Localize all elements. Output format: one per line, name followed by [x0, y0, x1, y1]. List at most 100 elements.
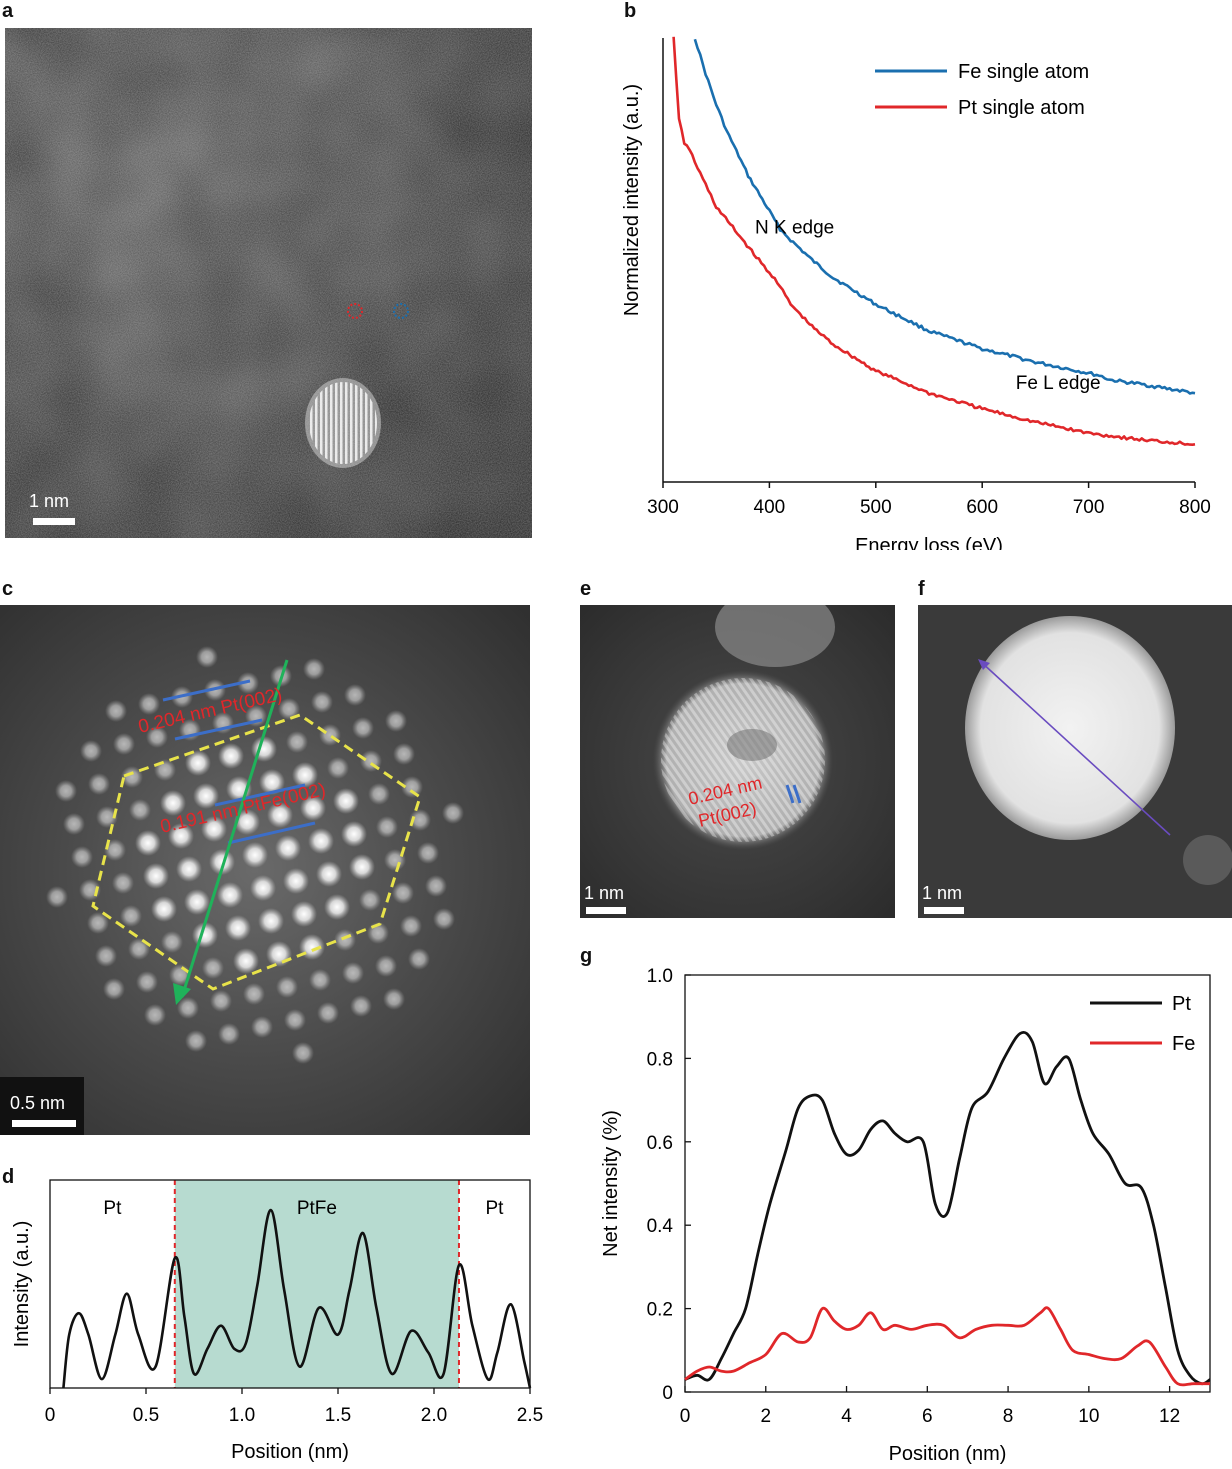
panel-label-d: d	[2, 1166, 15, 1188]
atom-column	[433, 908, 455, 930]
atom-column	[286, 731, 308, 753]
atom-column	[259, 769, 285, 795]
atom-column	[324, 894, 350, 920]
atom-column	[196, 646, 218, 668]
scalebar-a	[33, 518, 75, 525]
x-axis-label: Position (nm)	[889, 1443, 1007, 1465]
y-tick-label: 0.8	[647, 1049, 673, 1070]
atom-column	[95, 945, 117, 967]
atom-column	[350, 995, 372, 1017]
y-axis-label: Normalized intensity (a.u.)	[621, 84, 643, 316]
atom-column	[233, 948, 259, 974]
atom-column	[299, 934, 325, 960]
x-tick-label: 0	[680, 1406, 691, 1427]
atom-column	[409, 809, 431, 831]
nanoparticle-f	[965, 616, 1175, 840]
x-tick-label: 700	[1073, 497, 1105, 518]
atom-column	[55, 780, 77, 802]
atom-column	[185, 1030, 207, 1052]
atom-column	[104, 839, 126, 861]
neighbor-particle	[715, 605, 835, 667]
stem-image-e: 0.204 nm Pt(002) 1 nm	[580, 605, 895, 918]
atom-column	[218, 1023, 240, 1045]
atom-column	[46, 886, 68, 908]
atom-column	[87, 912, 109, 934]
atom-column	[177, 997, 199, 1019]
x-tick-label: 8	[1003, 1406, 1014, 1427]
x-tick-label: 6	[922, 1406, 933, 1427]
pt-atom-marker	[347, 303, 363, 319]
atom-column	[283, 868, 309, 894]
atom-column	[138, 693, 160, 715]
stem-image-a: 1 nm	[5, 28, 532, 538]
stem-image-c: 0.204 nm Pt(002) 0.191 nm PtFe(002) 0.5 …	[0, 605, 530, 1135]
atom-column	[250, 875, 276, 901]
atom-column	[383, 988, 405, 1010]
atom-column	[96, 806, 118, 828]
atom-column	[128, 938, 150, 960]
atom-column	[217, 882, 243, 908]
line-scan-arrow	[180, 659, 289, 998]
atom-column	[317, 1002, 339, 1024]
atom-column	[333, 788, 359, 814]
atom-column	[425, 875, 447, 897]
plot-frame	[49, 1179, 531, 1389]
atom-column	[243, 983, 265, 1005]
atom-column	[161, 931, 183, 953]
atom-column	[344, 684, 366, 706]
x-tick-label: 0.5	[133, 1405, 159, 1426]
x-tick-label: 4	[841, 1406, 852, 1427]
atom-column	[225, 915, 251, 941]
legend-label: Fe single atom	[958, 61, 1089, 83]
atom-column	[359, 889, 381, 911]
atom-column	[113, 733, 135, 755]
y-tick-label: 0	[662, 1383, 673, 1404]
atom-column	[193, 783, 219, 809]
atom-column	[154, 759, 176, 781]
atom-column	[341, 821, 367, 847]
scalebar-label-c: 0.5 nm	[10, 1093, 66, 1113]
atom-column	[120, 905, 142, 927]
x-tick-label: 2.5	[517, 1405, 543, 1426]
lattice-line	[227, 821, 316, 845]
atom-column	[88, 773, 110, 795]
atom-column	[146, 726, 168, 748]
y-tick-label: 1.0	[647, 966, 673, 987]
atom-column	[242, 842, 268, 868]
scalebar-label-a: 1 nm	[29, 491, 70, 511]
atom-column	[284, 1009, 306, 1031]
x-tick-label: 400	[754, 497, 786, 518]
x-axis-label: Position (nm)	[231, 1441, 349, 1463]
atom-column	[168, 823, 194, 849]
y-axis-label: Intensity (a.u.)	[11, 1221, 33, 1348]
chart-b: 300 400 500 600 700 800 Energy loss (eV) Normal…	[621, 36, 1211, 550]
atom-column	[417, 842, 439, 864]
panel-label-g: g	[580, 945, 593, 967]
legend-label: Pt single atom	[958, 97, 1085, 119]
panel-label-e: e	[580, 578, 592, 600]
atom-column	[143, 863, 169, 889]
atom-column	[311, 691, 333, 713]
chart-g: 0 2 4 6 8 10 12 0 0.2 0.4 0.6 0.8 1.0 Position (nm) Ne…	[600, 966, 1211, 1465]
fe-atom-marker	[393, 303, 409, 319]
eds-line-scan	[979, 660, 1171, 836]
plot-frame	[684, 974, 1211, 1393]
atom-column	[393, 743, 415, 765]
x-tick-label: 2	[760, 1406, 771, 1427]
atom-column	[400, 915, 422, 937]
atom-column	[375, 955, 397, 977]
stem-texture-f	[965, 616, 1232, 885]
series-line-fe	[684, 1306, 1210, 1387]
region-label: Pt	[486, 1198, 505, 1219]
x-tick-label: 800	[1179, 497, 1211, 518]
atom-column	[234, 809, 260, 835]
atom-column	[112, 872, 134, 894]
lattice-line	[214, 783, 306, 807]
x-tick-label: 10	[1078, 1406, 1099, 1427]
atom-column	[334, 929, 356, 951]
legend-label: Pt	[1172, 993, 1191, 1015]
y-tick-label: 0.4	[647, 1216, 674, 1237]
atom-column	[258, 908, 284, 934]
panel-label-b: b	[624, 0, 637, 22]
atom-column	[237, 672, 259, 694]
